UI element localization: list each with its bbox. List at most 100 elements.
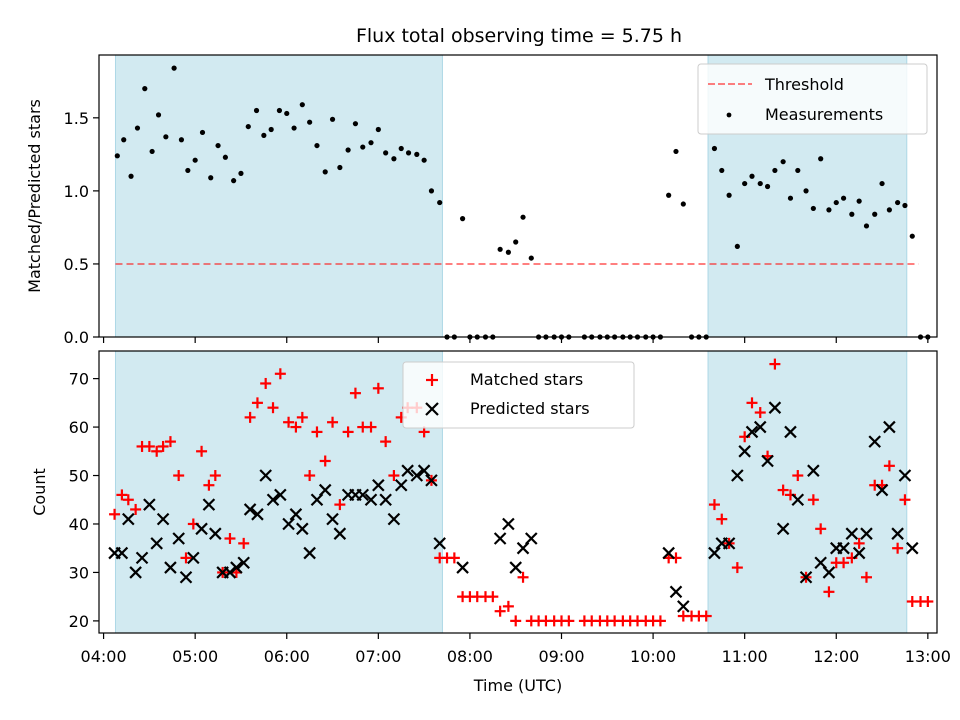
matched-star-marker bbox=[510, 615, 522, 627]
measurement-point bbox=[849, 211, 855, 217]
matched-star-marker bbox=[792, 470, 804, 482]
matched-star-marker bbox=[143, 440, 155, 452]
measurement-point bbox=[673, 148, 679, 155]
matched-star-marker bbox=[173, 470, 185, 482]
predicted-star-marker bbox=[259, 469, 272, 482]
measurement-point bbox=[437, 199, 443, 206]
measurement-point bbox=[322, 169, 328, 175]
measurement-point bbox=[307, 119, 313, 125]
predicted-star-marker bbox=[115, 546, 129, 560]
predicted-star-marker bbox=[150, 537, 163, 550]
matched-star-marker bbox=[296, 411, 308, 423]
predicted-star-marker bbox=[135, 551, 149, 565]
measurement-point bbox=[238, 170, 244, 176]
matched-star-marker bbox=[365, 421, 377, 433]
top-y-tick-label: 0.0 bbox=[64, 328, 89, 347]
measurement-point bbox=[879, 180, 885, 187]
predicted-star-marker bbox=[266, 493, 280, 507]
predicted-star-marker bbox=[433, 537, 446, 550]
matched-star-marker bbox=[327, 416, 339, 428]
matched-star-marker bbox=[164, 436, 176, 448]
matched-star-marker bbox=[251, 397, 263, 409]
measurement-point bbox=[299, 102, 305, 108]
predicted-star-marker bbox=[282, 517, 295, 531]
measurement-point bbox=[284, 110, 290, 117]
predicted-star-marker bbox=[753, 420, 767, 434]
matched-star-marker bbox=[853, 537, 865, 549]
predicted-star-marker bbox=[662, 546, 675, 560]
measurement-point bbox=[863, 223, 870, 229]
predicted-star-marker bbox=[860, 527, 873, 540]
top-legend-box bbox=[697, 63, 928, 135]
measurement-point bbox=[856, 198, 862, 204]
predicted-star-marker bbox=[822, 566, 836, 579]
predicted-star-marker bbox=[677, 600, 690, 613]
predicted-star-marker bbox=[143, 498, 156, 511]
measurement-point bbox=[902, 202, 908, 209]
x-tick-label: 06:00 bbox=[264, 647, 310, 666]
measurement-point bbox=[134, 125, 141, 131]
matched-star-marker bbox=[180, 552, 192, 564]
matched-star-marker bbox=[807, 494, 819, 506]
measurement-point bbox=[414, 151, 420, 157]
x-tick-label: 11:00 bbox=[722, 647, 768, 666]
predicted-star-marker bbox=[303, 546, 316, 560]
predicted-star-marker bbox=[905, 541, 919, 555]
x-tick-label: 05:00 bbox=[172, 647, 218, 666]
predicted-star-marker bbox=[379, 493, 392, 507]
measurement-point bbox=[185, 167, 191, 174]
measurement-point bbox=[368, 140, 374, 146]
predicted-star-marker bbox=[425, 474, 438, 487]
x-tick-label: 09:00 bbox=[538, 647, 584, 666]
x-axis-label: Time (UTC) bbox=[473, 676, 562, 695]
measurement-point bbox=[719, 167, 725, 174]
matched-star-marker bbox=[244, 411, 256, 423]
measurement-point bbox=[114, 153, 120, 159]
matched-star-marker bbox=[517, 571, 529, 583]
top-y-ticks: 0.0 0.5 1.0 1.5 bbox=[64, 109, 99, 347]
measurement-point bbox=[163, 134, 169, 140]
matched-star-marker bbox=[283, 416, 295, 428]
matched-star-marker bbox=[700, 610, 712, 622]
bottom-panel: 20 30 40 50 60 70 04:00 05:00 06:00 07:00 08:00 09… bbox=[30, 350, 951, 695]
predicted-star-marker bbox=[209, 527, 222, 540]
predicted-star-marker bbox=[525, 532, 538, 545]
measurement-point bbox=[149, 148, 155, 155]
measurement-point bbox=[128, 173, 134, 179]
matched-star-marker bbox=[349, 387, 361, 399]
predicted-star-marker bbox=[799, 571, 813, 584]
predicted-star-marker bbox=[898, 469, 912, 482]
predicted-star-marker bbox=[791, 493, 805, 507]
measurement-point bbox=[497, 246, 503, 252]
legend-predicted-label: Predicted stars bbox=[470, 399, 590, 418]
measurement-point bbox=[360, 144, 366, 150]
measurement-point bbox=[253, 107, 260, 114]
measurement-point bbox=[810, 205, 816, 212]
measurement-point bbox=[666, 192, 672, 198]
measurement-point bbox=[742, 180, 748, 187]
measurement-point bbox=[383, 150, 389, 156]
measurement-point bbox=[398, 145, 404, 152]
measurement-point bbox=[352, 121, 359, 127]
matched-star-marker bbox=[388, 470, 400, 482]
top-y-tick-label: 0.5 bbox=[64, 255, 89, 274]
measurement-point bbox=[199, 129, 206, 136]
predicted-star-marker bbox=[868, 435, 882, 448]
legend-predicted-swatch bbox=[425, 402, 439, 416]
measurement-point bbox=[208, 175, 214, 181]
measurement-point bbox=[757, 180, 763, 187]
predicted-star-marker bbox=[251, 508, 264, 521]
measurement-point bbox=[391, 156, 397, 162]
matched-star-marker bbox=[260, 377, 272, 389]
predicted-star-marker bbox=[326, 512, 339, 526]
matched-star-marker bbox=[746, 397, 758, 409]
matched-star-marker bbox=[274, 368, 286, 380]
predicted-star-marker bbox=[156, 512, 170, 526]
predicted-star-marker bbox=[761, 454, 774, 468]
matched-star-marker bbox=[883, 460, 895, 472]
bottom-x-ticks: 04:00 05:00 06:00 07:00 08:00 09:00 10:00 11:00… bbox=[81, 633, 951, 666]
measurement-point bbox=[121, 137, 127, 143]
matched-star-marker bbox=[151, 445, 163, 457]
